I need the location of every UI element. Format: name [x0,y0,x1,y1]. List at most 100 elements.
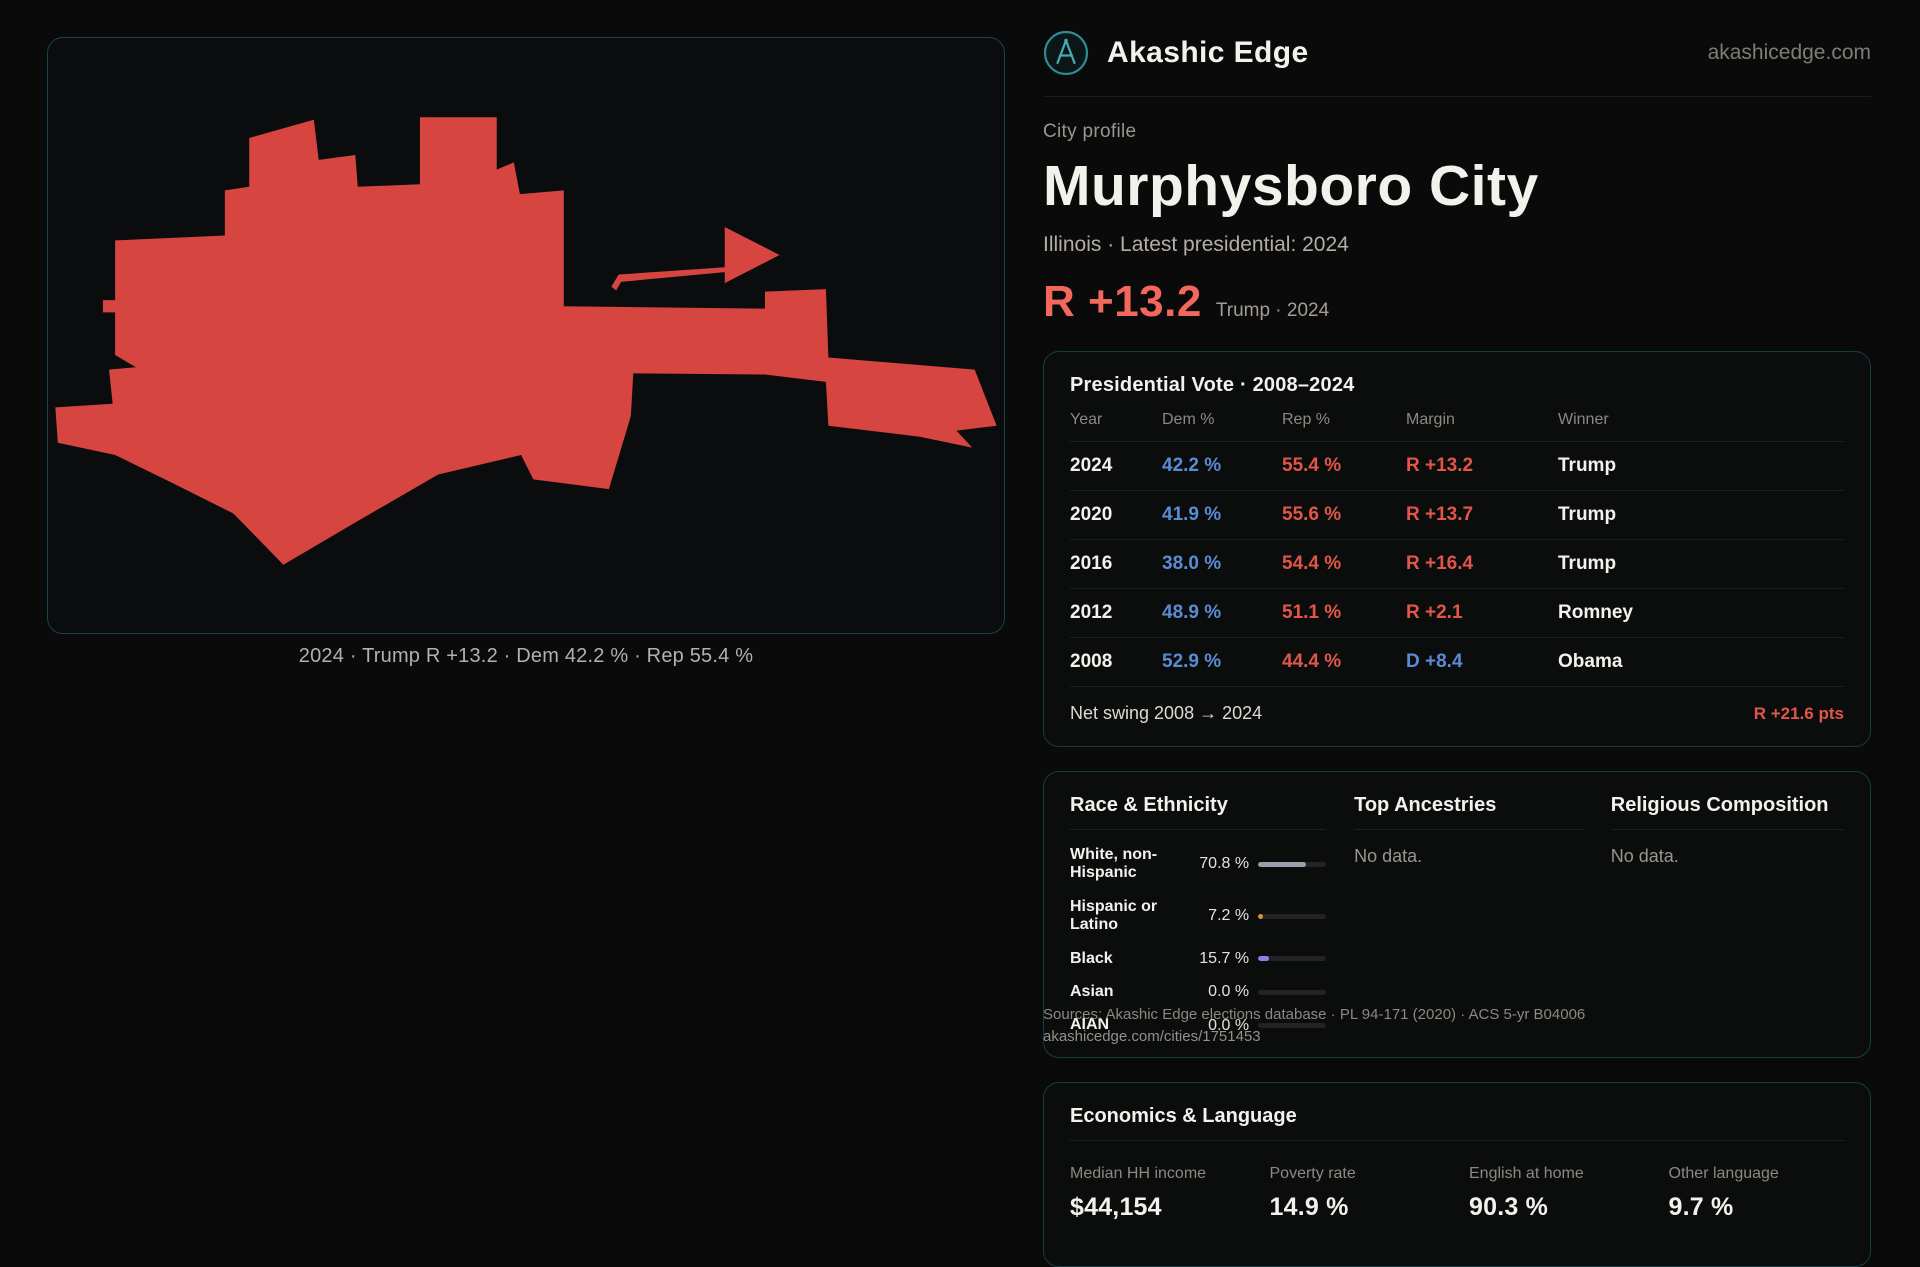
city-boundary-arrow-fragment [611,226,780,291]
margin-cell: R +2.1 [1406,602,1463,623]
ancestries-section-title: Top Ancestries [1354,794,1583,830]
year-cell: 2016 [1070,553,1113,574]
sources-line: Sources: Akashic Edge elections database… [1043,1006,1586,1023]
economics-card: Economics & Language Median HH income $4… [1043,1081,1871,1267]
margin-cell: R +16.4 [1406,553,1474,574]
race-bar [1258,913,1327,919]
race-bar [1258,989,1327,995]
race-row: Black 15.7 % [1070,949,1327,968]
demographics-card: Race & Ethnicity White, non-Hispanic 70.… [1043,771,1871,1058]
race-label: Asian [1070,982,1114,1000]
kicker: City profile [1043,121,1137,142]
winner-cell: Trump [1558,455,1617,476]
race-label: AIAN [1070,1016,1110,1034]
winner-cell: Romney [1558,602,1633,623]
stat-label: English at home [1469,1164,1584,1182]
city-boundary-map [55,117,997,565]
winner-cell: Obama [1558,651,1623,672]
col-dem: Dem % [1162,411,1215,428]
race-bar [1258,956,1327,962]
race-value: 0.0 % [1208,1016,1250,1034]
city-map-panel [47,37,1005,634]
margin-cell: D +8.4 [1406,651,1463,672]
year-cell: 2020 [1070,504,1113,525]
ancestries-empty-state: No data. [1354,846,1423,866]
sources-footer: Sources: Akashic Edge elections database… [1043,1004,1585,1048]
stat-median-income: Median HH income $44,154 [1070,1165,1246,1222]
year-cell: 2012 [1070,602,1113,623]
city-boundary-shape [55,117,997,565]
margin-cell: R +13.2 [1406,455,1474,476]
stat-label: Poverty rate [1269,1164,1356,1182]
race-row: AIAN 0.0 % [1070,1016,1327,1034]
rep-cell: 44.4 % [1282,651,1342,672]
city-permalink[interactable]: akashicedge.com/cities/1751453 [1043,1027,1261,1045]
presidential-vote-card: Presidential Vote · 2008–2024 Year Dem %… [1043,351,1871,747]
dem-cell: 41.9 % [1162,504,1222,525]
race-value: 70.8 % [1199,855,1250,873]
rep-cell: 55.4 % [1282,455,1342,476]
race-bar [1258,1023,1327,1029]
page-subtitle: Illinois · Latest presidential: 2024 [1043,233,1349,256]
col-rep: Rep % [1282,411,1331,428]
year-cell: 2008 [1070,651,1113,672]
headline-result: R +13.2 Trump · 2024 [1043,277,1871,327]
presidential-card-title: Presidential Vote · 2008–2024 [1070,374,1355,396]
economics-card-title: Economics & Language [1070,1105,1844,1141]
race-value: 0.0 % [1208,983,1250,1001]
net-swing-label: Net swing 2008 → 2024 [1070,703,1263,723]
race-label: Hispanic or Latino [1070,897,1158,934]
race-row: Asian 0.0 % [1070,982,1327,1001]
dem-cell: 42.2 % [1162,455,1222,476]
table-row: 2016 38.0 % 54.4 % R +16.4 Trump [1070,540,1844,589]
page-header: Akashic Edge akashicedge.com [1043,30,1871,97]
dem-cell: 38.0 % [1162,553,1222,574]
headline-note: Trump · 2024 [1215,300,1330,321]
dem-cell: 52.9 % [1162,651,1222,672]
dem-cell: 48.9 % [1162,602,1222,623]
margin-cell: R +13.7 [1406,504,1474,525]
table-row: 2008 52.9 % 44.4 % D +8.4 Obama [1070,638,1844,687]
race-bar [1258,861,1327,867]
col-winner: Winner [1558,411,1609,428]
rep-cell: 55.6 % [1282,504,1342,525]
race-value: 15.7 % [1199,949,1250,967]
religion-section-title: Religious Composition [1610,794,1844,830]
brand-name: Akashic Edge [1107,36,1309,69]
religion-empty-state: No data. [1610,846,1679,866]
stat-value: $44,154 [1070,1192,1162,1221]
stat-value: 90.3 % [1469,1192,1549,1221]
rep-cell: 51.1 % [1282,602,1342,623]
race-row: White, non-Hispanic 70.8 % [1070,846,1327,883]
net-swing-value: R +21.6 pts [1753,704,1844,723]
stat-label: Median HH income [1070,1164,1207,1182]
religion-section: Religious Composition No data. [1610,794,1844,1035]
race-ethnicity-section: Race & Ethnicity White, non-Hispanic 70.… [1070,794,1327,1035]
map-caption: 2024 · Trump R +13.2 · Dem 42.2 % · Rep … [298,645,754,667]
stat-poverty-rate: Poverty rate 14.9 % [1270,1165,1446,1222]
ancestries-section: Top Ancestries No data. [1354,794,1583,1035]
page-title: Murphysboro City [1043,154,1539,218]
stat-value: 14.9 % [1269,1192,1349,1221]
table-row: 2012 48.9 % 51.1 % R +2.1 Romney [1070,589,1844,638]
headline-margin: R +13.2 [1043,277,1202,326]
net-swing-row: Net swing 2008 → 2024 R +21.6 pts [1070,687,1844,724]
race-row: Hispanic or Latino 7.2 % [1070,897,1327,935]
col-margin: Margin [1406,411,1455,428]
table-header-row: Year Dem % Rep % Margin Winner [1070,397,1844,442]
race-label: Black [1070,949,1113,967]
stat-other-language: Other language 9.7 % [1669,1165,1845,1222]
akashic-edge-logo-icon[interactable] [1043,30,1089,76]
winner-cell: Trump [1558,553,1617,574]
table-row: 2020 41.9 % 55.6 % R +13.7 Trump [1070,491,1844,540]
stat-label: Other language [1668,1164,1779,1182]
profile-column: Akashic Edge akashicedge.com City profil… [1043,30,1871,1267]
stat-value: 9.7 % [1668,1192,1734,1221]
race-section-title: Race & Ethnicity [1070,794,1327,830]
brand-domain-link[interactable]: akashicedge.com [1707,41,1871,64]
stat-english-at-home: English at home 90.3 % [1469,1165,1645,1222]
rep-cell: 54.4 % [1282,553,1342,574]
winner-cell: Trump [1558,504,1617,525]
year-cell: 2024 [1070,455,1113,476]
race-value: 7.2 % [1208,907,1250,925]
